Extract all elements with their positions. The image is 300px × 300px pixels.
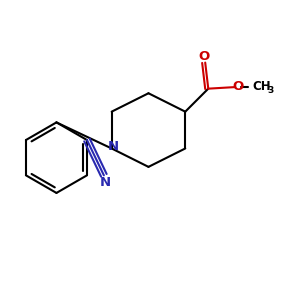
Text: N: N [108,140,119,153]
Text: O: O [198,50,209,63]
Text: N: N [100,176,111,190]
Text: 3: 3 [268,86,274,95]
Text: CH: CH [253,80,272,93]
Text: O: O [232,80,244,93]
